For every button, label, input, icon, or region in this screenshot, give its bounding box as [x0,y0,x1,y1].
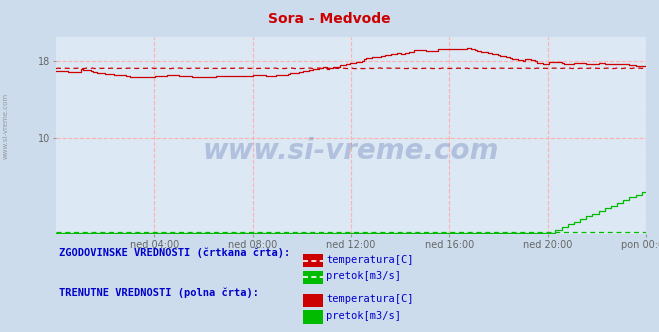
Text: temperatura[C]: temperatura[C] [326,255,414,265]
Text: www.si-vreme.com: www.si-vreme.com [203,137,499,165]
Text: ZGODOVINSKE VREDNOSTI (črtkana črta):: ZGODOVINSKE VREDNOSTI (črtkana črta): [59,247,291,258]
Text: Sora - Medvode: Sora - Medvode [268,12,391,26]
Text: www.si-vreme.com: www.si-vreme.com [2,93,9,159]
Text: TRENUTNE VREDNOSTI (polna črta):: TRENUTNE VREDNOSTI (polna črta): [59,287,259,298]
Text: pretok[m3/s]: pretok[m3/s] [326,271,401,281]
Text: temperatura[C]: temperatura[C] [326,294,414,304]
Text: pretok[m3/s]: pretok[m3/s] [326,311,401,321]
